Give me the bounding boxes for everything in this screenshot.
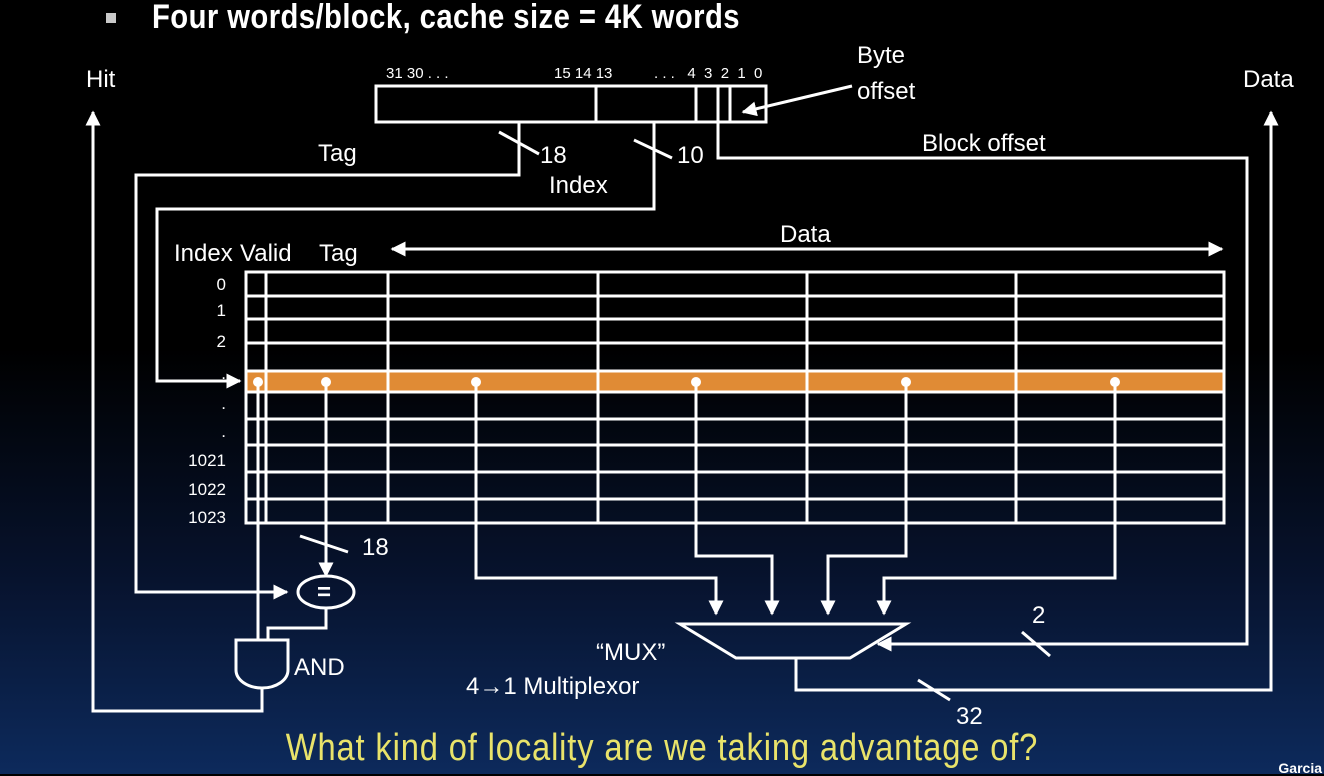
index-bus-line <box>155 122 656 389</box>
byte-offset-label-line2: offset <box>857 78 916 105</box>
bit-labels-left: 31 30 . . . <box>386 65 449 82</box>
address-register <box>374 84 768 124</box>
compare-bus-slash <box>299 534 349 554</box>
block-offset-line <box>716 122 1249 652</box>
and-gate-label: AND <box>294 654 345 681</box>
row-index-label: . <box>221 422 226 441</box>
row-index-label: 1023 <box>188 508 226 527</box>
data-output-line <box>794 110 1279 692</box>
byte-offset-label-line1: Byte <box>857 42 906 69</box>
select-bus-slash <box>1021 630 1051 658</box>
tag-bus-line <box>134 122 521 600</box>
compare-bits-label: 18 <box>362 534 389 561</box>
select-bits-label: 2 <box>1032 602 1046 629</box>
index-bus-slash <box>633 138 673 160</box>
hit-output-label: Hit <box>86 66 116 93</box>
comparator-symbol: = <box>317 579 332 606</box>
bit-labels-right: . . . 4 3 2 1 0 <box>654 65 763 82</box>
row-index-label: . <box>221 394 226 413</box>
word2-line <box>820 382 908 616</box>
and-gate <box>234 638 290 690</box>
mux-label: “MUX” <box>596 639 666 666</box>
locality-question: What kind of locality are we taking adva… <box>285 727 1039 769</box>
col-valid-header: Valid <box>240 240 292 267</box>
tag-bits-label: 18 <box>540 142 567 169</box>
row-index-label: 1 <box>216 301 226 320</box>
data-output-label: Data <box>1243 66 1294 93</box>
tag-field-label: Tag <box>318 140 357 167</box>
block-offset-label: Block offset <box>922 130 1046 157</box>
compare-output-line <box>266 608 328 640</box>
tag-bus-slash <box>498 130 540 156</box>
word0-line <box>474 382 724 616</box>
bit-labels-mid: 15 14 13 <box>554 65 613 82</box>
col-index-header: Index <box>174 240 233 267</box>
slide-title: Four words/block, cache size = 4K words <box>152 0 740 36</box>
word3-line <box>876 382 1117 616</box>
output-bits-label: 32 <box>956 703 983 730</box>
mux-description: 4→1 Multiplexor <box>466 673 640 700</box>
word1-line <box>694 382 780 616</box>
row-index-label: 1021 <box>188 451 226 470</box>
row-index-label: . <box>221 364 226 383</box>
row-index-label: 0 <box>216 275 226 294</box>
col-data-header: Data <box>780 221 831 248</box>
index-field-label: Index <box>549 172 608 199</box>
mux-shape <box>674 622 912 660</box>
selected-row-highlight <box>246 372 1224 391</box>
byte-offset-arrow <box>741 84 853 117</box>
row-index-label: 2 <box>216 332 226 351</box>
output-bus-slash <box>917 678 951 702</box>
footer-author: Garcia <box>1278 760 1322 776</box>
hit-output-line <box>85 110 264 713</box>
col-tag-header: Tag <box>319 240 358 267</box>
cache-table <box>244 270 1226 525</box>
row-index-label: 1022 <box>188 480 226 499</box>
index-bits-label: 10 <box>677 142 704 169</box>
bullet-marker <box>106 13 116 23</box>
